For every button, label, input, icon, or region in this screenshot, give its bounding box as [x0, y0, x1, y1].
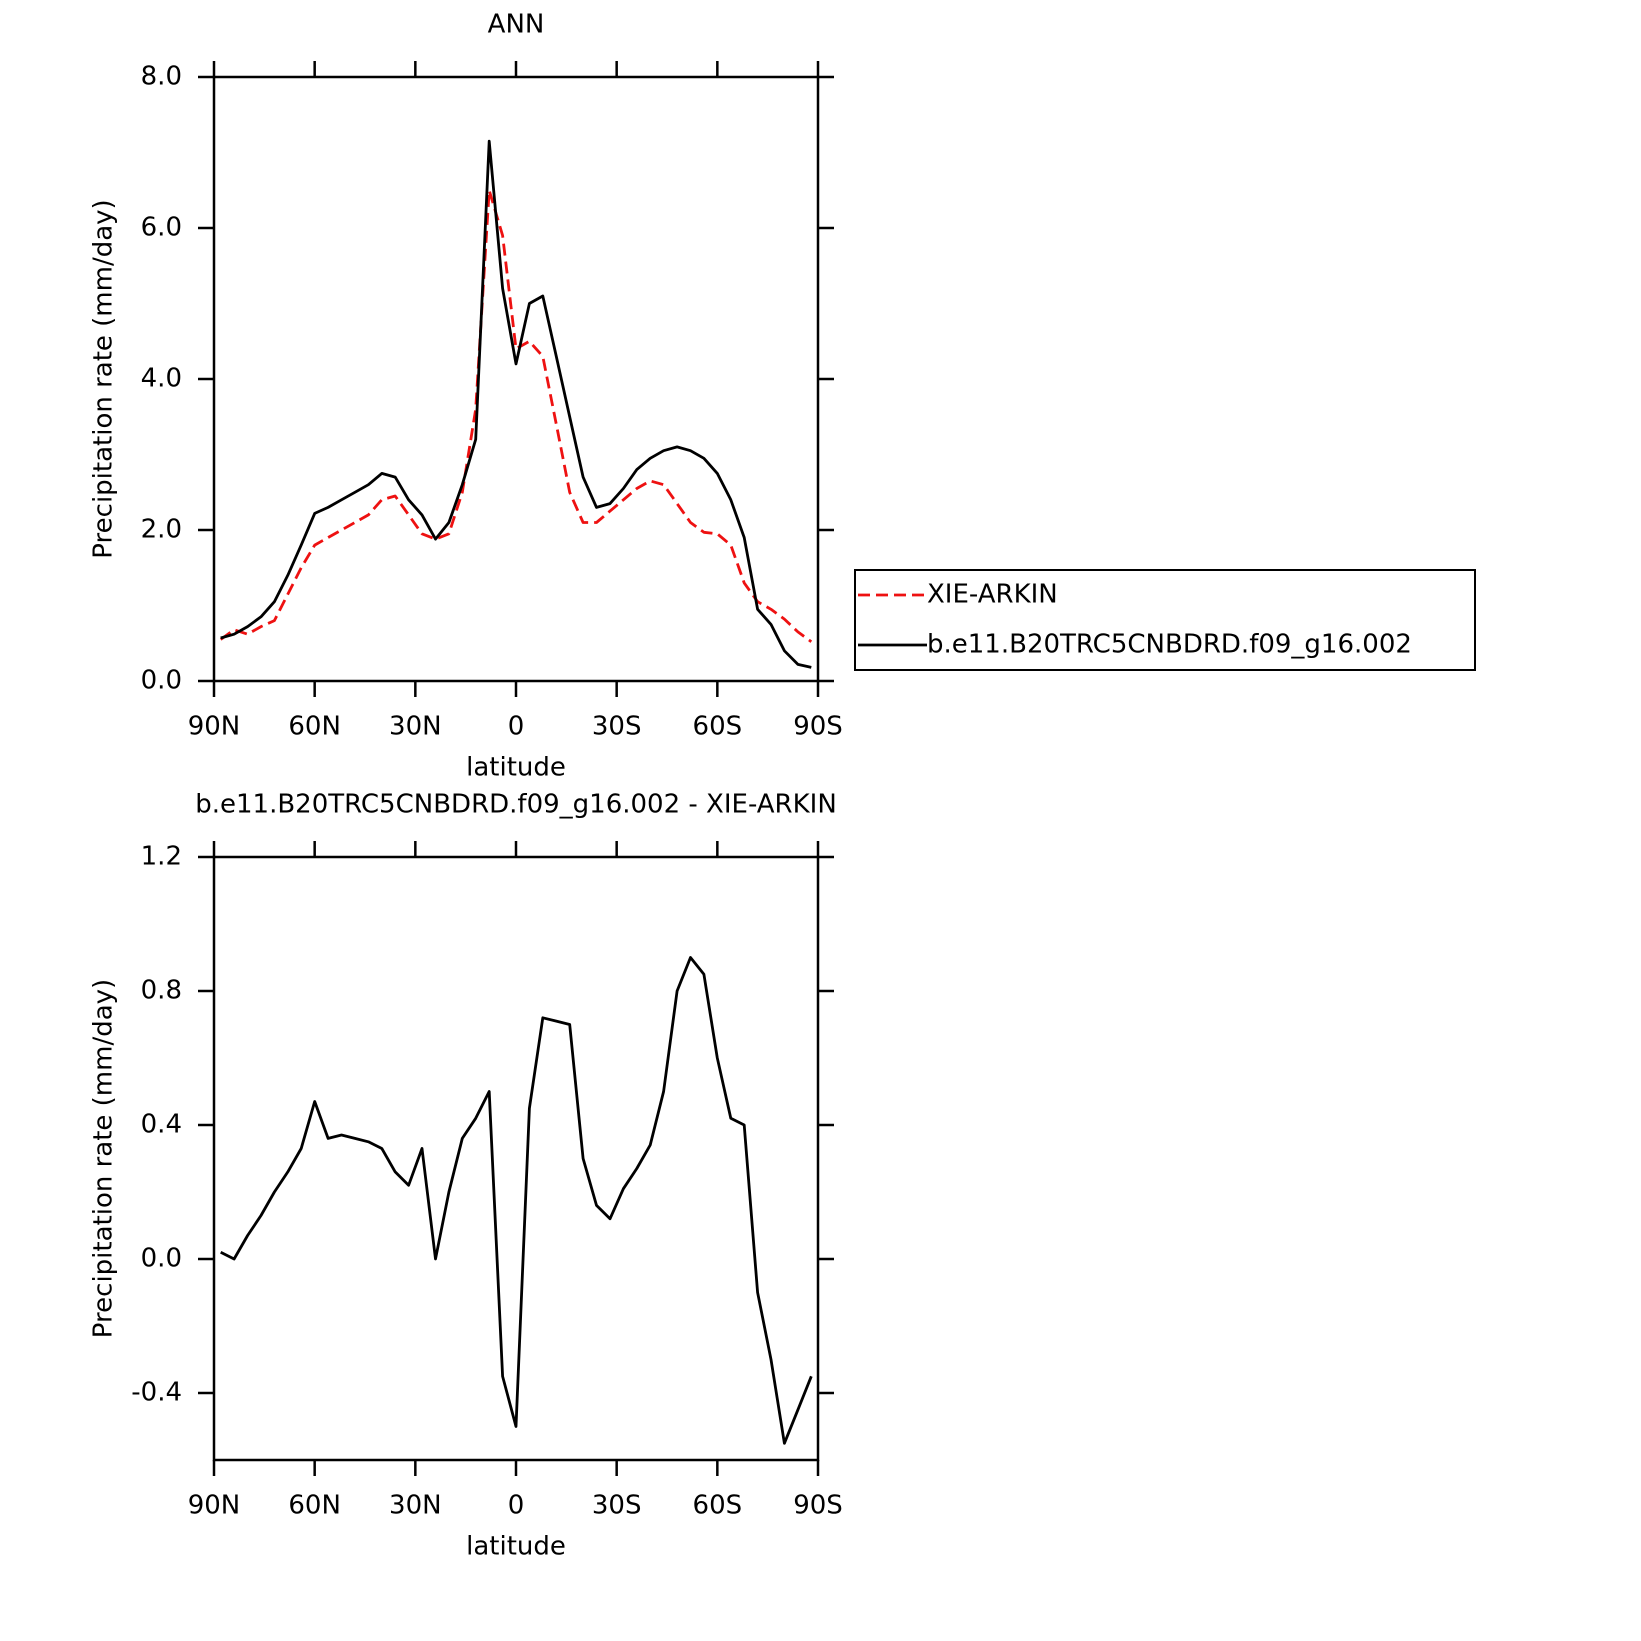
x-tick-label: 90N [188, 712, 241, 742]
y-tick-label: -0.4 [131, 1378, 182, 1408]
y-tick-label: 1.2 [141, 842, 182, 872]
series-line [220, 139, 812, 669]
y-tick-label: 0.0 [141, 1244, 182, 1274]
plot-frame [212, 75, 820, 683]
x-tick-label: 90S [793, 1491, 843, 1521]
chart-title: b.e11.B20TRC5CNBDRD.f09_g16.002 - XIE-AR… [195, 790, 837, 820]
x-tick-label: 30N [389, 1491, 442, 1521]
series-line [219, 188, 813, 643]
y-tick-label: 8.0 [141, 62, 182, 92]
x-tick-label: 30N [389, 712, 442, 742]
x-tick-label: 90S [793, 712, 843, 742]
x-tick-label: 60S [693, 712, 743, 742]
x-axis-label: latitude [466, 1532, 566, 1562]
y-tick-label: 0.4 [141, 1110, 182, 1140]
legend-label: b.e11.B20TRC5CNBDRD.f09_g16.002 [927, 630, 1412, 660]
x-tick-label: 60N [288, 1491, 341, 1521]
x-tick-label: 0 [508, 1491, 525, 1521]
x-axis-label: latitude [466, 753, 566, 783]
plot-frame [212, 855, 820, 1462]
y-tick-label: 0.8 [141, 976, 182, 1006]
y-tick-label: 4.0 [141, 364, 182, 394]
x-tick-label: 30S [592, 1491, 642, 1521]
x-tick-label: 60S [693, 1491, 743, 1521]
x-tick-label: 30S [592, 712, 642, 742]
x-tick-label: 90N [188, 1491, 241, 1521]
legend-label: XIE-ARKIN [927, 580, 1058, 610]
y-axis-label: Precipitation rate (mm/day) [89, 199, 119, 558]
series-line [220, 956, 813, 1445]
y-tick-label: 0.0 [141, 666, 182, 696]
chart-title: ANN [488, 10, 545, 40]
x-tick-label: 0 [508, 712, 525, 742]
y-tick-label: 2.0 [141, 515, 182, 545]
y-tick-label: 6.0 [141, 213, 182, 243]
y-axis-label: Precipitation rate (mm/day) [89, 979, 119, 1338]
legend-box [854, 569, 1476, 671]
x-tick-label: 60N [288, 712, 341, 742]
